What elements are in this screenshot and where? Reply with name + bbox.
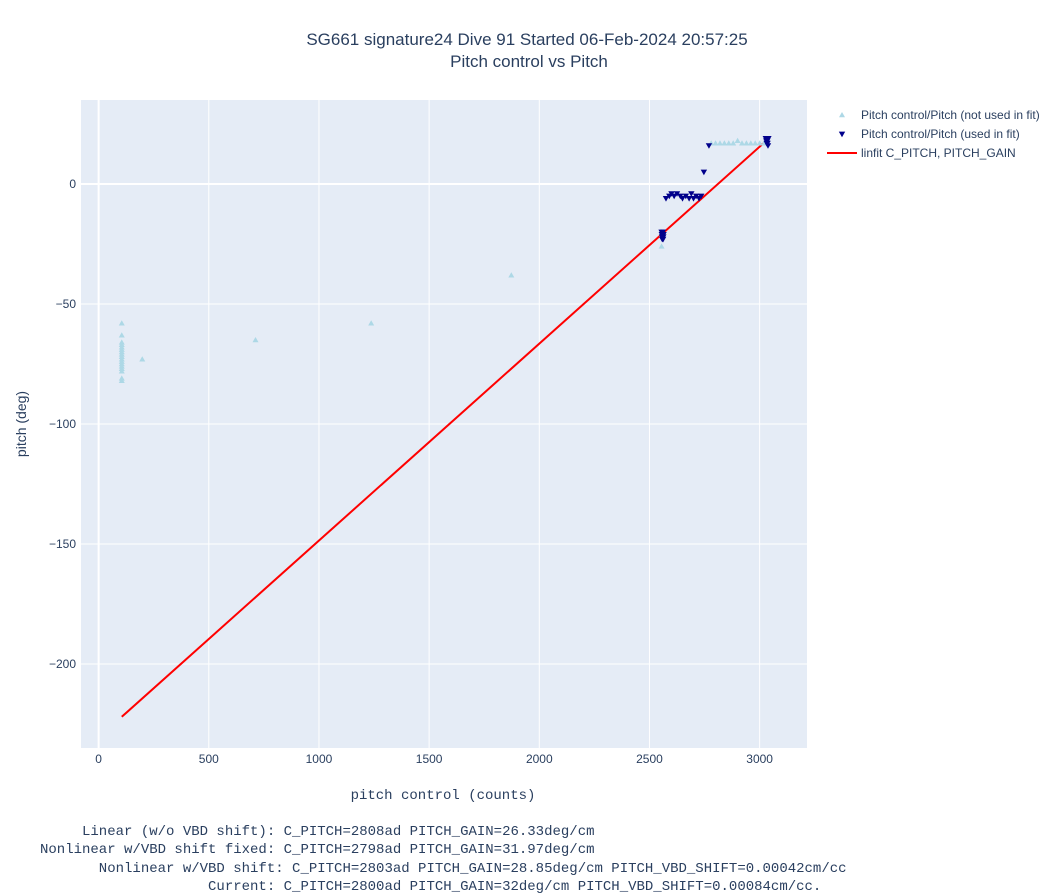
- data-point-used: [660, 232, 667, 238]
- data-point-used: [662, 196, 670, 202]
- data-point-not-used: [139, 356, 146, 362]
- data-point-not-used: [368, 320, 375, 326]
- grid-lines: [81, 100, 807, 748]
- data-point-used: [690, 196, 697, 202]
- y-tick-label: −100: [49, 417, 76, 431]
- data-point-not-used: [747, 140, 754, 146]
- data-point-used: [764, 143, 772, 149]
- x-axis-label: pitch control (counts): [351, 788, 536, 804]
- x-tick-label: 3000: [746, 752, 773, 766]
- axis-ticks: 0 500 1000 1500 2000 2500 3000 0 −50 −100 −150 −200: [49, 177, 773, 766]
- data-point-used: [682, 193, 690, 200]
- data-point-used: [705, 143, 713, 149]
- fit-results-footer: Linear (w/o VBD shift): C_PITCH=2808ad P…: [40, 824, 847, 894]
- fit-result-line: Current: C_PITCH=2800ad PITCH_GAIN=32deg…: [40, 879, 821, 894]
- data-point-used: [765, 136, 772, 142]
- y-tick-label: 0: [69, 177, 76, 191]
- data-point-not-used: [658, 243, 665, 249]
- data-point-not-used: [725, 140, 732, 146]
- linfit-line: [121, 140, 767, 718]
- data-point-used: [679, 196, 686, 202]
- data-point-used: [685, 196, 693, 202]
- x-tick-label: 1500: [416, 752, 443, 766]
- data-point-not-used: [743, 140, 750, 146]
- data-point-used: [700, 169, 708, 176]
- legend-label: Pitch control/Pitch (used in fit): [861, 127, 1020, 141]
- legend: Pitch control/Pitch (not used in fit) Pit…: [827, 108, 1040, 160]
- data-point-used: [670, 193, 678, 200]
- data-point-used: [688, 191, 695, 197]
- y-tick-label: −200: [49, 657, 76, 671]
- x-tick-label: 2500: [636, 752, 663, 766]
- data-point-used: [698, 193, 705, 200]
- data-point-not-used: [752, 140, 759, 146]
- data-point-used: [673, 191, 681, 197]
- chart-title: SG661 signature24 Dive 91 Started 06-Feb…: [306, 30, 747, 49]
- x-tick-label: 500: [199, 752, 219, 766]
- data-point-not-used: [118, 368, 125, 374]
- legend-marker-used: [838, 131, 846, 138]
- data-point-not-used: [716, 140, 723, 146]
- data-point-not-used: [118, 320, 125, 326]
- data-point-not-used: [756, 140, 763, 146]
- data-point-not-used: [739, 140, 746, 146]
- data-point-not-used: [508, 272, 515, 278]
- legend-marker-not-used: [839, 112, 845, 118]
- legend-label: linfit C_PITCH, PITCH_GAIN: [861, 146, 1016, 160]
- x-tick-label: 2000: [526, 752, 553, 766]
- data-point-not-used: [118, 332, 125, 338]
- y-axis-label: pitch (deg): [13, 391, 29, 457]
- data-point-not-used: [712, 140, 719, 146]
- chart-subtitle: Pitch control vs Pitch: [450, 52, 608, 71]
- fit-result-line: Linear (w/o VBD shift): C_PITCH=2808ad P…: [40, 824, 595, 840]
- data-point-not-used: [734, 137, 741, 144]
- x-tick-label: 1000: [306, 752, 333, 766]
- data-point-not-used: [118, 377, 125, 384]
- x-tick-label: 0: [95, 752, 102, 766]
- y-tick-label: −150: [49, 537, 76, 551]
- data-point-not-used: [730, 140, 737, 146]
- fit-result-line: Nonlinear w/VBD shift fixed: C_PITCH=279…: [40, 842, 595, 858]
- data-point-not-used: [721, 140, 728, 146]
- data-point-not-used: [252, 337, 259, 343]
- data-series: [118, 136, 772, 718]
- legend-label: Pitch control/Pitch (not used in fit): [861, 108, 1040, 122]
- fit-result-line: Nonlinear w/VBD shift: C_PITCH=2803ad PI…: [40, 861, 847, 877]
- y-tick-label: −50: [56, 297, 77, 311]
